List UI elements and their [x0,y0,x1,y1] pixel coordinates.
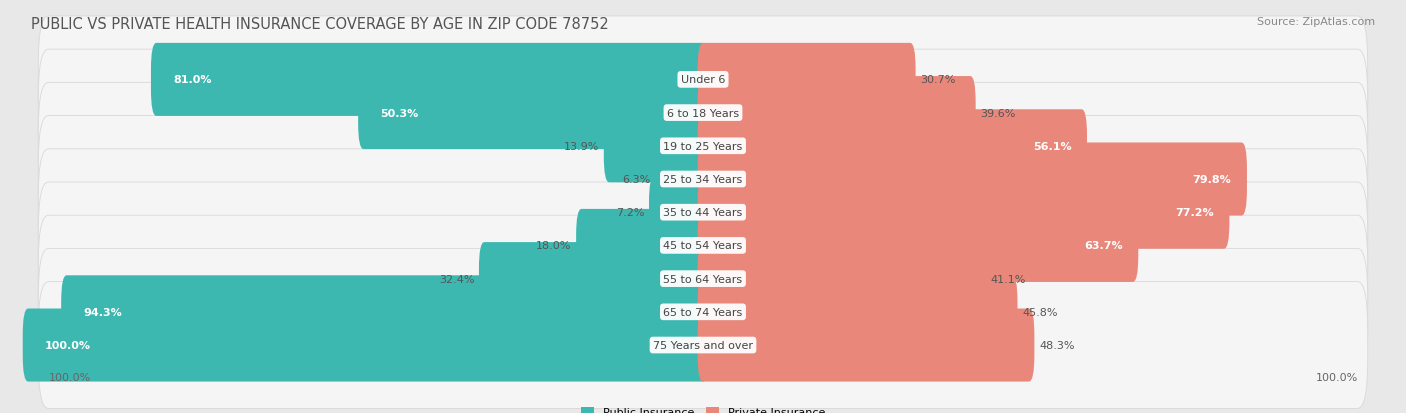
Text: 79.8%: 79.8% [1192,175,1232,185]
FancyBboxPatch shape [650,176,709,249]
FancyBboxPatch shape [38,216,1368,342]
FancyBboxPatch shape [38,150,1368,276]
Text: 75 Years and over: 75 Years and over [652,340,754,350]
FancyBboxPatch shape [359,77,709,150]
Text: Source: ZipAtlas.com: Source: ZipAtlas.com [1257,17,1375,26]
Text: 56.1%: 56.1% [1033,142,1071,152]
FancyBboxPatch shape [697,242,986,316]
FancyBboxPatch shape [576,209,709,282]
Text: 30.7%: 30.7% [921,75,956,85]
FancyBboxPatch shape [38,282,1368,408]
FancyBboxPatch shape [38,50,1368,177]
FancyBboxPatch shape [697,44,915,116]
FancyBboxPatch shape [38,116,1368,243]
FancyBboxPatch shape [697,110,1087,183]
Text: 39.6%: 39.6% [980,108,1015,118]
Text: 65 to 74 Years: 65 to 74 Years [664,307,742,317]
Text: 41.1%: 41.1% [990,274,1026,284]
FancyBboxPatch shape [697,143,1247,216]
Text: 6.3%: 6.3% [621,175,651,185]
FancyBboxPatch shape [697,77,976,150]
Text: Under 6: Under 6 [681,75,725,85]
Text: 55 to 64 Years: 55 to 64 Years [664,274,742,284]
Text: 45 to 54 Years: 45 to 54 Years [664,241,742,251]
Text: 19 to 25 Years: 19 to 25 Years [664,142,742,152]
Text: 32.4%: 32.4% [439,274,474,284]
Text: 25 to 34 Years: 25 to 34 Years [664,175,742,185]
Text: 13.9%: 13.9% [564,142,599,152]
FancyBboxPatch shape [38,83,1368,210]
Text: 35 to 44 Years: 35 to 44 Years [664,208,742,218]
FancyBboxPatch shape [62,275,709,349]
Text: 50.3%: 50.3% [381,108,419,118]
FancyBboxPatch shape [655,143,709,216]
FancyBboxPatch shape [150,44,709,116]
Text: 100.0%: 100.0% [45,340,91,350]
Text: 6 to 18 Years: 6 to 18 Years [666,108,740,118]
Text: 63.7%: 63.7% [1084,241,1123,251]
Text: 7.2%: 7.2% [616,208,644,218]
Text: 81.0%: 81.0% [173,75,212,85]
Text: 100.0%: 100.0% [1316,372,1358,382]
FancyBboxPatch shape [38,183,1368,309]
Text: 18.0%: 18.0% [536,241,571,251]
FancyBboxPatch shape [22,309,709,382]
Text: 94.3%: 94.3% [83,307,122,317]
FancyBboxPatch shape [697,176,1229,249]
FancyBboxPatch shape [479,242,709,316]
FancyBboxPatch shape [697,209,1139,282]
FancyBboxPatch shape [697,309,1035,382]
Text: 48.3%: 48.3% [1039,340,1074,350]
FancyBboxPatch shape [38,249,1368,375]
FancyBboxPatch shape [38,17,1368,143]
FancyBboxPatch shape [697,275,1018,349]
Legend: Public Insurance, Private Insurance: Public Insurance, Private Insurance [581,407,825,413]
Text: PUBLIC VS PRIVATE HEALTH INSURANCE COVERAGE BY AGE IN ZIP CODE 78752: PUBLIC VS PRIVATE HEALTH INSURANCE COVER… [31,17,609,31]
FancyBboxPatch shape [603,110,709,183]
Text: 100.0%: 100.0% [48,372,90,382]
Text: 45.8%: 45.8% [1022,307,1057,317]
Text: 77.2%: 77.2% [1175,208,1213,218]
